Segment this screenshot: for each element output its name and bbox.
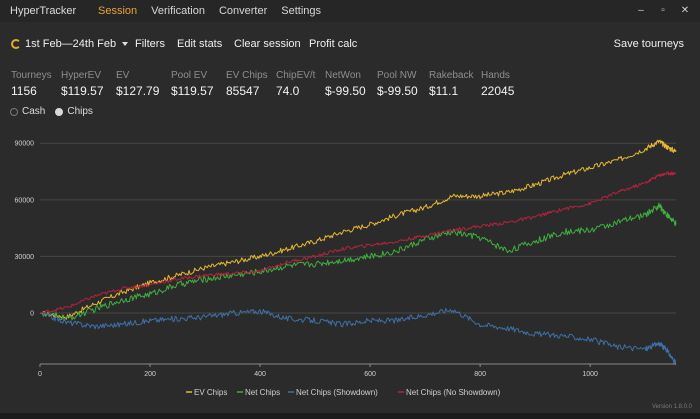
x-tick-label: 600 — [364, 371, 376, 378]
chart-legend: EV Chips Net Chips Net Chips (Showdown) Net… — [186, 388, 501, 397]
chevron-down-icon — [122, 42, 129, 46]
legend-label[interactable]: Net Chips (Showdown) — [296, 388, 378, 397]
stat-value: 74.0 — [276, 84, 300, 98]
stat-value: 1156 — [11, 84, 37, 98]
edit-stats-button[interactable]: Edit stats — [177, 38, 223, 50]
legend-label[interactable]: EV Chips — [194, 388, 227, 397]
menu-item-verification[interactable]: Verification — [151, 5, 205, 17]
stat-rakeback: Rakeback $11.1 — [429, 70, 473, 98]
stat-label: Rakeback — [429, 70, 474, 81]
stat-label: Pool NW — [377, 70, 417, 81]
stat-label: Pool EV — [171, 70, 208, 81]
stat-pool-ev: Pool EV $119.57 — [171, 70, 214, 98]
stat-value: $11.1 — [429, 84, 459, 98]
stat-value: $127.79 — [116, 84, 160, 98]
y-tick-label: 60000 — [15, 197, 35, 204]
clear-session-button[interactable]: Clear session — [234, 38, 301, 50]
series-line-3 — [39, 307, 677, 366]
x-tick-label: 400 — [254, 371, 266, 378]
stat-ev: EV $127.79 — [116, 70, 159, 98]
minimize-button[interactable]: – — [638, 5, 644, 16]
legend-label[interactable]: Net Chips — [245, 388, 280, 397]
window-controls: – ▫ ✕ — [630, 3, 696, 19]
series-line-2 — [39, 202, 677, 321]
menu-item-converter[interactable]: Converter — [218, 5, 268, 17]
stats-bar: Tourneys 1156 HyperEV $119.57 EV $127.79… — [0, 70, 700, 98]
stat-value: $-99.50 — [325, 84, 366, 98]
date-range-label: 1st Feb—24th Feb — [25, 38, 117, 50]
stat-label: NetWon — [325, 70, 361, 81]
y-tick-label: 90000 — [15, 141, 35, 148]
mode-toggle: Cash Chips — [10, 106, 103, 117]
x-tick-label: 0 — [38, 371, 42, 378]
legend-label[interactable]: Net Chips (No Showdown) — [406, 388, 501, 397]
cash-radio-label: Cash — [22, 106, 46, 117]
stat-label: Hands — [481, 70, 510, 81]
date-range-dropdown[interactable]: 1st Feb—24th Feb — [11, 38, 129, 50]
version-label: Version 1.8.0.0 — [651, 404, 692, 410]
stat-chipev-per-tourney: ChipEV/t 74.0 — [276, 70, 315, 98]
app-title: HyperTracker — [10, 5, 77, 17]
profit-calc-button[interactable]: Profit calc — [309, 38, 358, 50]
stat-label: ChipEV/t — [276, 70, 316, 81]
stat-label: EV Chips — [226, 70, 268, 81]
y-tick-label: 30000 — [15, 254, 35, 261]
save-tourneys-button[interactable]: Save tourneys — [613, 38, 684, 50]
chart-series — [39, 139, 677, 366]
x-tick-label: 800 — [474, 371, 486, 378]
x-tick-label: 1000 — [582, 371, 598, 378]
taskbar — [0, 413, 700, 419]
chips-radio-label: Chips — [67, 106, 93, 117]
stat-tourneys: Tourneys 1156 — [11, 70, 52, 98]
refresh-icon — [11, 39, 21, 49]
stat-value: $119.57 — [61, 84, 104, 98]
main-menu: Session Verification Converter Settings — [98, 5, 335, 17]
radio-unchecked-icon — [10, 107, 18, 116]
restore-button[interactable]: ▫ — [661, 5, 665, 16]
x-tick-label: 200 — [144, 371, 156, 378]
menu-item-session[interactable]: Session — [98, 5, 138, 17]
stat-netwon: NetWon $-99.50 — [325, 70, 366, 98]
stat-value: $-99.50 — [377, 84, 418, 98]
stat-hyperev: HyperEV $119.57 — [61, 70, 104, 98]
cash-radio[interactable]: Cash — [10, 106, 45, 117]
y-tick-label: 0 — [30, 311, 34, 318]
stat-value: $119.57 — [171, 84, 214, 98]
stat-pool-nw: Pool NW $-99.50 — [377, 70, 418, 98]
radio-checked-icon — [55, 107, 64, 116]
stat-label: HyperEV — [61, 70, 102, 81]
stat-label: EV — [116, 70, 130, 81]
chart-grid — [40, 142, 676, 314]
series-line-4 — [39, 171, 677, 314]
close-button[interactable]: ✕ — [680, 5, 690, 16]
menu-item-settings[interactable]: Settings — [281, 5, 321, 17]
toolbar: 1st Feb—24th Feb Filters Edit stats Clea… — [0, 30, 700, 58]
stat-ev-chips: EV Chips 85547 — [226, 70, 268, 98]
chips-radio[interactable]: Chips — [55, 106, 93, 117]
title-bar: HyperTracker Session Verification Conver… — [0, 0, 700, 22]
stat-hands: Hands 22045 — [481, 70, 514, 98]
stat-value: 22045 — [481, 84, 515, 98]
chart-axes: 0 30000 60000 90000 0 200 400 600 800 1000 — [15, 141, 676, 378]
stat-value: 85547 — [226, 84, 260, 98]
filters-button[interactable]: Filters — [135, 38, 165, 50]
stat-label: Tourneys — [11, 70, 52, 81]
profit-chart: 0 30000 60000 90000 0 200 400 600 800 1000 EV Chi… — [15, 139, 677, 397]
